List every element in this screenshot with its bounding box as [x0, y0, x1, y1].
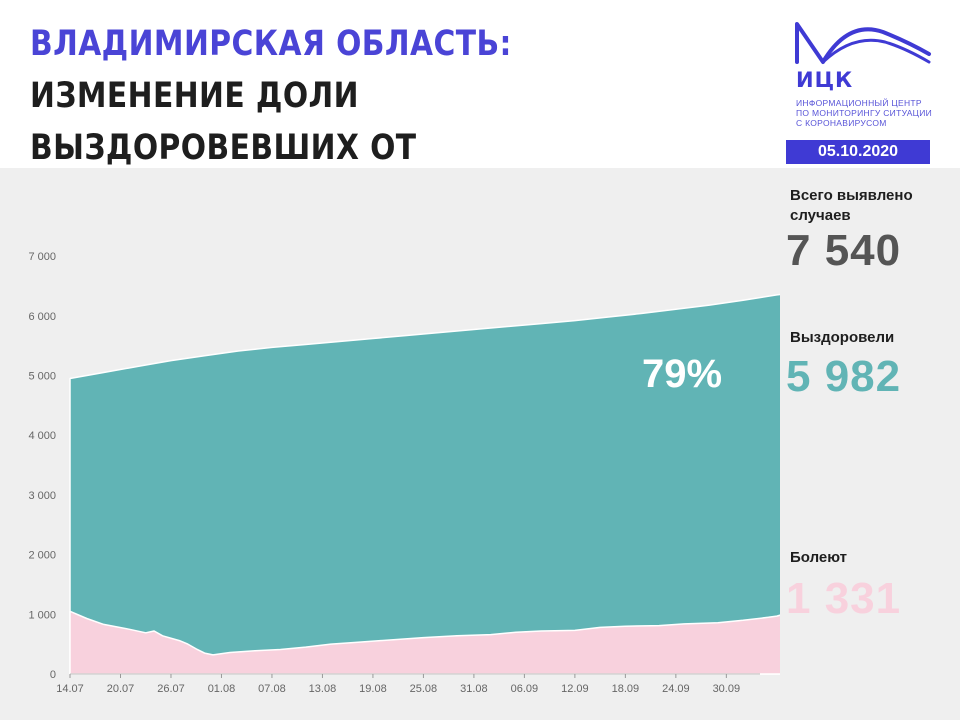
recovered-percent-annotation: 79% — [642, 352, 723, 396]
x-tick-label: 12.09 — [561, 683, 589, 695]
date-badge: 05.10.2020 — [786, 140, 930, 164]
sick-area — [69, 610, 780, 675]
x-tick-label: 25.08 — [410, 683, 438, 695]
logo-acronym: ИЦК — [796, 68, 854, 92]
y-tick-label: 0 — [50, 669, 56, 681]
total-cases-label: Всего выявлено случаев — [790, 187, 913, 224]
x-tick-label: 13.08 — [309, 683, 337, 695]
y-tick-label: 1 000 — [28, 609, 56, 621]
x-tick-label: 01.08 — [208, 683, 236, 695]
logo-line-1: ИНФОРМАЦИОННЫЙ ЦЕНТР — [796, 98, 922, 108]
x-tick-label: 07.08 — [258, 683, 286, 695]
ick-logo-icon — [795, 22, 931, 64]
y-tick-label: 4 000 — [28, 430, 56, 442]
y-tick-label: 7 000 — [28, 251, 56, 263]
logo-line-2: ПО МОНИТОРИНГУ СИТУАЦИИ — [796, 108, 933, 118]
y-tick-label: 3 000 — [28, 490, 56, 502]
recovered-value: 5 982 — [786, 352, 902, 401]
sick-label: Болеют — [790, 549, 848, 566]
x-tick-label: 06.09 — [511, 683, 539, 695]
sick-value: 1 331 — [786, 574, 902, 623]
x-tick-label: 14.07 — [56, 683, 84, 695]
x-tick-label: 26.07 — [157, 683, 185, 695]
area-chart: 0 1 000 2 000 3 000 4 000 5 000 6 000 7 000 14.0… — [28, 251, 780, 695]
recovered-label: Выздоровели — [790, 329, 895, 346]
title-region: ВЛАДИМИРСКАЯ ОБЛАСТЬ: — [30, 24, 512, 64]
y-tick-label: 5 000 — [28, 371, 56, 383]
x-tick-label: 19.08 — [359, 683, 387, 695]
x-tick-label: 18.09 — [612, 683, 640, 695]
y-tick-label: 6 000 — [28, 311, 56, 323]
total-cases-value: 7 540 — [786, 226, 902, 275]
x-tick-label: 30.09 — [713, 683, 741, 695]
logo-line-3: С КОРОНАВИРУСОМ — [796, 118, 887, 128]
recovered-area — [69, 293, 780, 675]
x-tick-label: 31.08 — [460, 683, 488, 695]
x-tick-label: 20.07 — [107, 683, 135, 695]
title-rest-line1: ИЗМЕНЕНИЕ ДОЛИ — [30, 76, 360, 116]
y-tick-label: 2 000 — [28, 550, 56, 562]
x-tick-label: 24.09 — [662, 683, 690, 695]
